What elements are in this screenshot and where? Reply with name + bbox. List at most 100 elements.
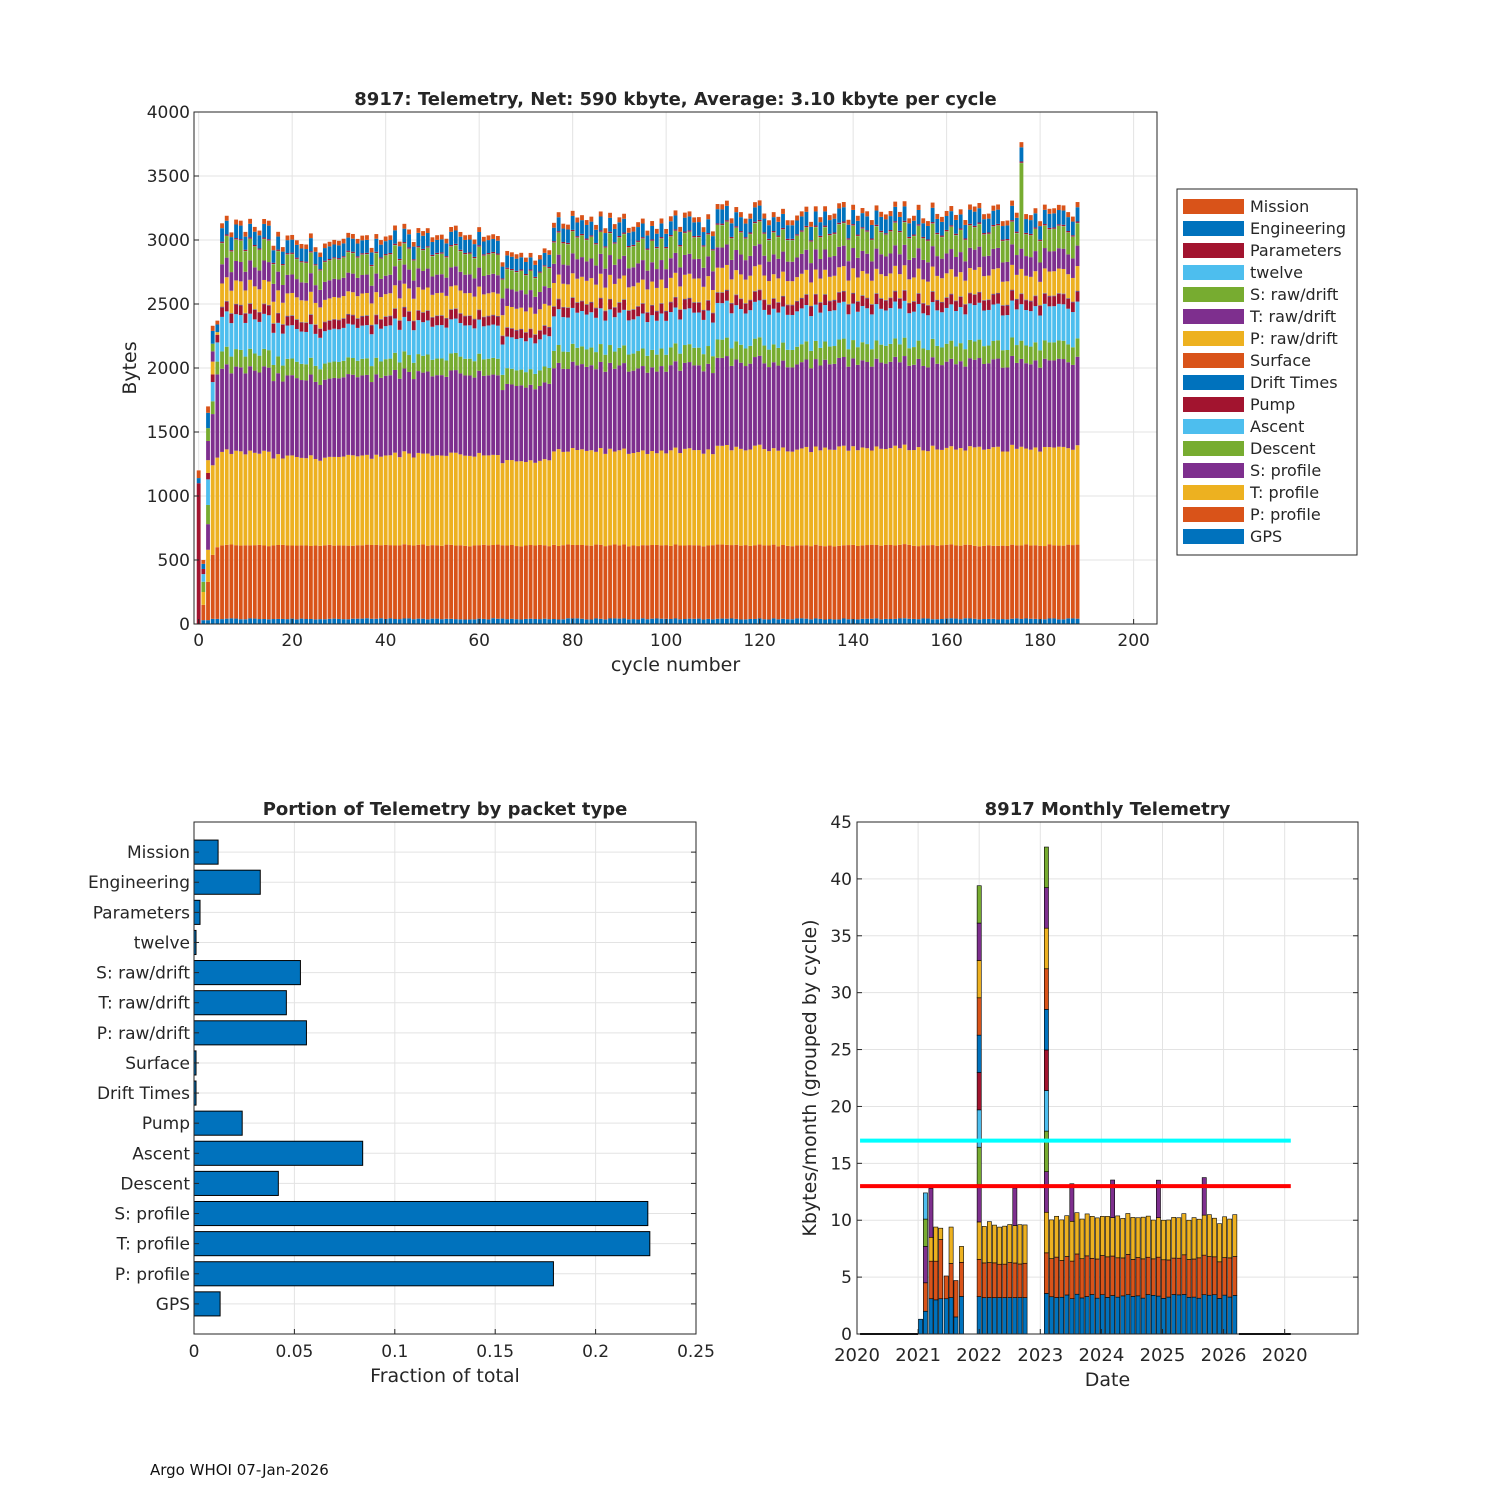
month-bar-segment (976, 922, 982, 961)
bar-segment (701, 227, 706, 233)
bar-segment (477, 227, 482, 232)
bar-segment (701, 246, 706, 268)
bar-segment (262, 450, 267, 546)
bar-segment (725, 544, 729, 619)
bar-segment (561, 243, 566, 265)
bar-segment (650, 367, 655, 452)
bar-segment (1070, 258, 1075, 278)
bar-segment (640, 223, 645, 238)
bar-segment (1066, 448, 1071, 545)
bar-segment (818, 618, 823, 624)
bar-segment (855, 619, 860, 624)
bar-segment (533, 313, 538, 335)
bar-segment (514, 258, 519, 271)
bar-segment (411, 321, 416, 331)
bar-segment (570, 231, 575, 254)
bar-segment (1028, 233, 1033, 236)
bar-segment (566, 242, 570, 245)
bar-segment (1024, 300, 1029, 311)
bar-segment (271, 381, 276, 459)
bar-segment (692, 365, 697, 451)
bar-segment (888, 343, 893, 362)
bar-segment (954, 346, 958, 365)
bar-segment (603, 287, 608, 311)
bar-segment (276, 313, 281, 323)
bar-segment (645, 250, 650, 271)
bar-segment (874, 248, 879, 269)
month-bar-segment (1171, 1257, 1177, 1295)
bar-segment (944, 253, 949, 274)
bar-segment (467, 375, 472, 456)
bar-segment (402, 283, 407, 307)
bar-segment (706, 256, 711, 277)
bar-segment (986, 232, 991, 234)
packet-bar (193, 1261, 554, 1287)
bar-segment (248, 366, 253, 451)
bar-segment (271, 332, 276, 365)
bar-segment (851, 209, 856, 225)
month-bar-segment (1012, 1187, 1018, 1226)
bar-segment (790, 367, 795, 452)
bar-segment (940, 545, 944, 620)
bar-segment (631, 267, 636, 287)
month-bar-segment (1105, 1216, 1110, 1258)
bar-segment (351, 238, 355, 252)
bar-segment (626, 245, 631, 248)
bar-segment (206, 620, 210, 624)
bar-segment (1033, 227, 1038, 229)
bar-segment (682, 545, 687, 619)
category-label: Pump (142, 1114, 190, 1134)
month-bar-segment (1232, 1256, 1238, 1296)
bar-segment (243, 356, 248, 374)
bar-segment (552, 227, 556, 242)
bar-segment (528, 337, 533, 370)
bar-segment (692, 618, 697, 624)
bar-segment (617, 217, 622, 223)
bar-segment (220, 223, 224, 229)
bar-segment (294, 328, 299, 362)
bar-segment (743, 218, 748, 224)
bar-segment (781, 213, 785, 228)
bar-segment (388, 358, 393, 376)
bar-segment (519, 619, 524, 624)
bar-segment (640, 279, 645, 303)
bar-segment (879, 619, 884, 624)
bar-segment (687, 545, 692, 619)
bar-segment (355, 243, 360, 257)
bar-segment (837, 545, 842, 620)
bar-segment (902, 544, 907, 619)
bar-segment (561, 451, 566, 546)
bar-segment (715, 225, 720, 248)
bar-segment (365, 293, 369, 316)
x-tick-label: 2025 (1140, 1345, 1186, 1366)
bar-segment (1000, 315, 1005, 351)
bar-segment (584, 366, 589, 451)
bar-segment (813, 269, 818, 294)
legend-label: Descent (1250, 439, 1316, 458)
bar-segment (991, 359, 996, 448)
bar-segment (659, 237, 664, 239)
month-bar-segment (1105, 1256, 1110, 1298)
bar-segment (556, 254, 561, 275)
bar-segment (734, 249, 739, 271)
bar-segment (584, 280, 589, 305)
month-bar-segment (1074, 1212, 1080, 1255)
bar-segment (841, 357, 846, 446)
month-bar-segment (1110, 1295, 1115, 1335)
bar-segment (453, 266, 458, 286)
bar-segment (215, 334, 220, 343)
bar-segment (809, 221, 813, 227)
bar-segment (949, 211, 954, 226)
bar-segment (869, 238, 874, 240)
bar-segment (1000, 281, 1005, 305)
x-tick-label: 2020 (834, 1345, 880, 1366)
legend-label: S: profile (1250, 461, 1321, 480)
bar-segment (930, 338, 935, 358)
bar-segment (944, 231, 949, 254)
bar-segment (968, 204, 972, 210)
bar-segment (308, 252, 313, 274)
bar-segment (818, 217, 823, 223)
bar-segment (972, 359, 977, 448)
bar-segment (421, 248, 425, 251)
bar-segment (771, 308, 776, 345)
